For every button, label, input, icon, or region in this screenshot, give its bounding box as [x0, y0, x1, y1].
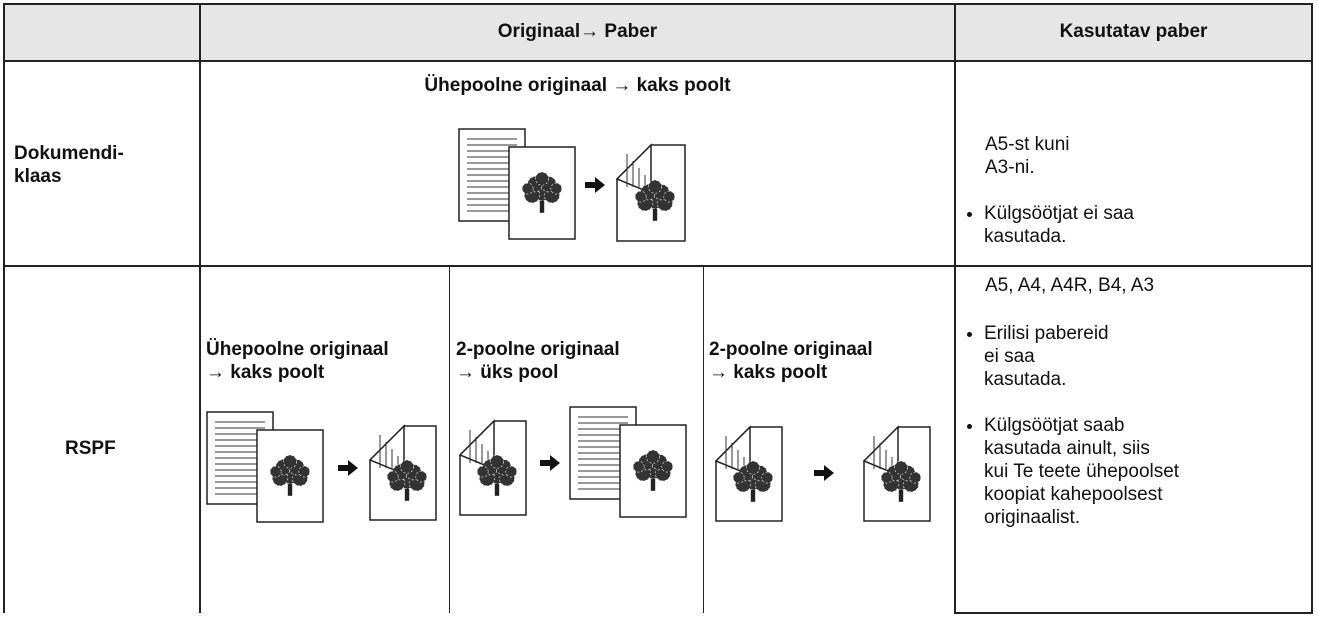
row-label: RSPF — [65, 438, 116, 459]
border — [3, 265, 1313, 267]
border — [3, 3, 1313, 5]
mode-illustration — [458, 128, 686, 242]
mode-title: Ühepoolne originaal → kaks poolt — [206, 339, 389, 383]
header-band — [4, 4, 1312, 60]
paper-intro: A5, A4, A4R, B4, A3 — [985, 275, 1155, 296]
row-label: Dokumendi- klaas — [14, 143, 124, 187]
paper-intro: A5-st kuni A3-ni. — [985, 134, 1070, 178]
mode-title: 2-poolne originaal → üks pool — [456, 339, 620, 383]
mode-illustration — [714, 425, 931, 522]
mode-title: 2-poolne originaal → kaks poolt — [709, 339, 873, 383]
paper-bullets: Külgsöötjat ei saa kasutada. — [960, 179, 1134, 271]
paper-bullet: Külgsöötjat ei saa kasutada. — [984, 202, 1134, 248]
paper-bullets: Erilisi pabereid ei saa kasutada. Külgsö… — [960, 299, 1179, 552]
mode-illustration — [458, 406, 687, 518]
paper-bullet: Külgsöötjat saab kasutada ainult, siis k… — [984, 414, 1179, 529]
paper-bullet: Erilisi pabereid ei saa kasutada. — [984, 322, 1179, 391]
border — [954, 3, 956, 614]
mode-illustration — [206, 411, 437, 523]
border — [955, 612, 1313, 614]
border — [703, 266, 704, 613]
border — [3, 60, 1313, 62]
border — [449, 266, 450, 613]
border — [199, 3, 201, 613]
header-paper: Kasutatav paber — [1059, 21, 1208, 42]
mode-title: Ühepoolne originaal → kaks poolt — [424, 75, 731, 96]
border — [3, 3, 5, 613]
border — [1311, 3, 1313, 614]
header-mode: Originaal→ Paber — [497, 21, 658, 42]
